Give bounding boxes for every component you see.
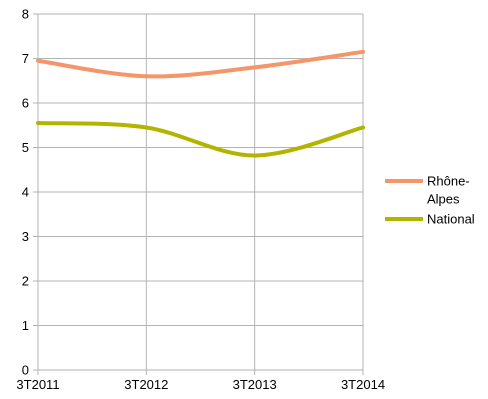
y-tick-label: 1 [22,318,29,333]
y-tick-label: 3 [22,229,29,244]
y-tick-label: 5 [22,140,29,155]
x-tick-label: 3T2011 [16,377,59,392]
series-line-0 [36,49,365,79]
x-axis-ticks: 3T2011 3T2012 3T2013 3T2014 [16,370,385,392]
y-tick-label: 4 [22,185,29,200]
y-tick-label: 7 [22,51,29,66]
legend-label-0: Rhône-Alpes [427,174,470,207]
series-line-1 [36,121,365,158]
x-tick-label: 3T2013 [233,377,277,392]
series-lines [36,49,365,158]
gridlines [38,13,364,370]
x-tick-label: 3T2012 [124,377,168,392]
y-tick-label: 2 [22,274,29,289]
x-tick-label: 3T2014 [341,377,385,392]
y-tick-label: 0 [22,363,29,378]
legend-label-1: National [427,212,475,227]
y-tick-label: 6 [22,96,29,111]
y-axis-ticks: 0 1 2 3 4 5 6 7 8 [22,7,38,378]
y-tick-label: 8 [22,7,29,22]
legend: Rhône-Alpes National [385,174,475,227]
